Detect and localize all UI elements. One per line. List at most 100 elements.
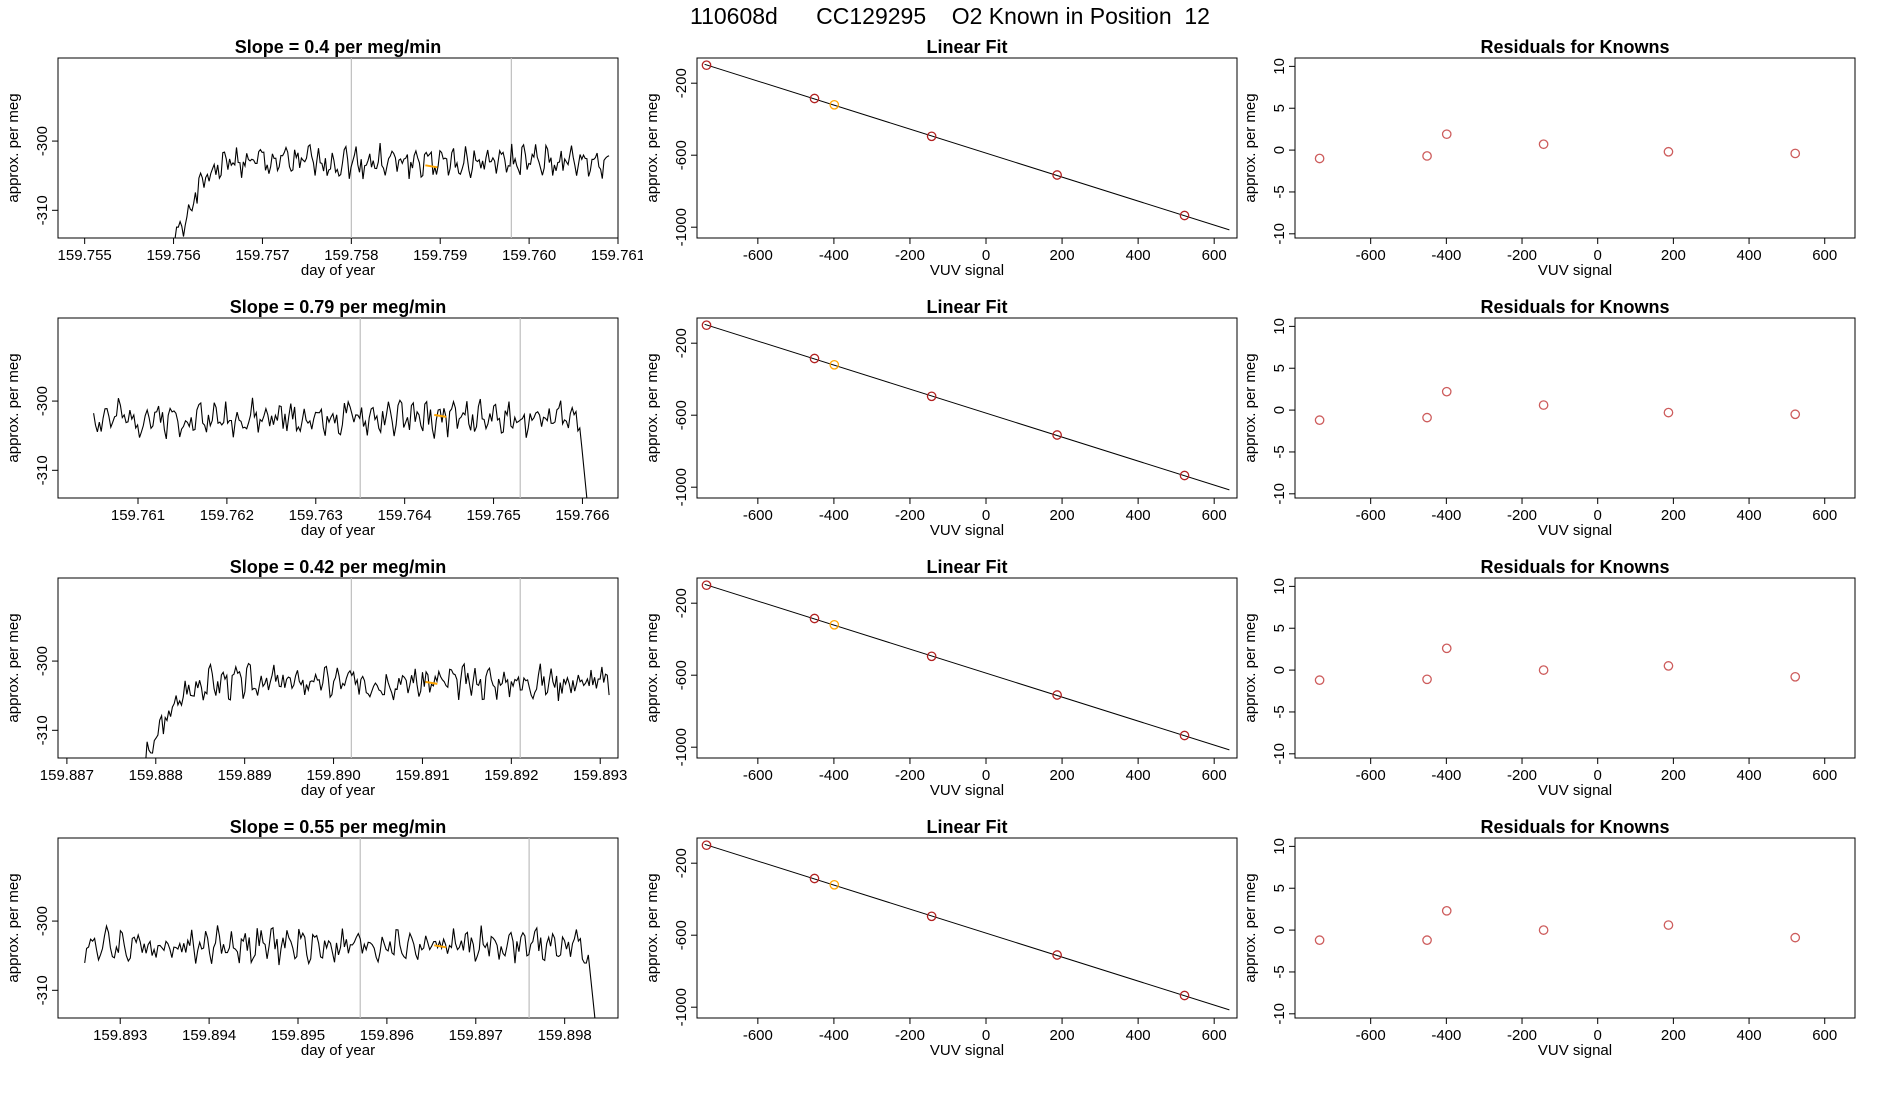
y-tick-label: 10 (1271, 578, 1288, 595)
x-tick-label: 600 (1812, 507, 1837, 524)
y-tick-label: 5 (1271, 624, 1288, 632)
data-point (809, 93, 820, 104)
y-axis-label: approx. per meg (5, 873, 22, 982)
y-tick-label: -1000 (673, 988, 690, 1026)
chart-svg-resid-2: Residuals for Knowns -600 -400 -200 0 200 400 6… (1242, 297, 1856, 539)
y-tick-label: -300 (34, 646, 51, 676)
plot-frame (57, 57, 619, 239)
y-tick-label: 10 (1271, 318, 1288, 335)
y-axis-label: approx. per meg (1242, 353, 1259, 462)
x-tick-label: 600 (1812, 247, 1837, 264)
x-tick-label: -400 (819, 767, 849, 784)
data-point (1052, 170, 1062, 180)
chart-time-4: Slope = 0.55 per meg/min 159.893 159.894 15… (0, 817, 643, 1063)
data-point (1314, 415, 1325, 425)
x-tick-label: 400 (1737, 767, 1762, 784)
y-tick-label: -600 (673, 140, 690, 170)
data-point (1790, 932, 1801, 943)
chart-title: Slope = 0.79 per meg/min (230, 298, 447, 317)
y-axis-label: approx. per meg (5, 613, 22, 722)
chart-resid-1: Residuals for Knowns -600 -400 -200 0 200 400 6… (1230, 37, 1880, 283)
y-tick-label: -10 (1271, 1003, 1288, 1025)
chart-title: Slope = 0.42 per meg/min (230, 558, 447, 577)
data-point (1314, 675, 1325, 685)
data-point (1179, 730, 1190, 741)
y-tick-label: -310 (34, 975, 51, 1005)
x-tick-label: 159.895 (271, 1027, 325, 1044)
x-tick-label: 200 (1050, 1027, 1075, 1044)
x-tick-label: -600 (1356, 507, 1386, 524)
x-tick-label: -200 (1507, 247, 1537, 264)
x-tick-label: 159.893 (573, 767, 627, 784)
data-point (1441, 905, 1452, 916)
x-tick-label: 159.760 (502, 247, 556, 264)
x-tick-label: -400 (1431, 1027, 1461, 1044)
x-tick-label: 159.897 (449, 1027, 503, 1044)
data-point (809, 353, 820, 364)
y-tick-label: -5 (1271, 185, 1288, 198)
x-axis-label: VUV signal (1538, 522, 1612, 538)
chart-time-2: Slope = 0.79 per meg/min 159.761 159.762 15… (0, 297, 643, 543)
chart-resid-3: Residuals for Knowns -600 -400 -200 0 200 400 6… (1230, 557, 1880, 803)
x-tick-label: 159.887 (40, 767, 94, 784)
x-tick-label: -400 (1431, 507, 1461, 524)
y-tick-label: -310 (34, 455, 51, 485)
data-point (1538, 925, 1549, 935)
x-tick-label: 200 (1661, 767, 1686, 784)
y-tick-label: 0 (1271, 146, 1288, 154)
x-axis-label: VUV signal (1538, 1042, 1612, 1058)
data-point (809, 613, 820, 624)
data-point (1663, 146, 1674, 157)
y-tick-label: -200 (673, 328, 690, 358)
data-point (701, 580, 712, 591)
x-tick-label: 600 (1202, 1027, 1227, 1044)
data-point (1422, 674, 1432, 685)
highlight-segment (425, 164, 438, 169)
y-tick-label: -310 (34, 195, 51, 225)
data-point (1790, 671, 1801, 682)
x-tick-label: -600 (743, 507, 773, 524)
data-point (809, 873, 820, 884)
data-point (1052, 690, 1062, 700)
x-tick-label: 159.763 (289, 507, 343, 524)
x-tick-label: 0 (1594, 1027, 1602, 1044)
x-axis-label: day of year (301, 262, 375, 278)
x-tick-label: 159.892 (484, 767, 538, 784)
data-point (926, 391, 937, 402)
x-tick-label: -600 (1356, 767, 1386, 784)
plot-frame (57, 577, 619, 759)
y-tick-label: 0 (1271, 666, 1288, 674)
y-axis-label: approx. per meg (644, 93, 661, 202)
y-tick-label: 10 (1271, 58, 1288, 75)
x-axis-label: day of year (301, 522, 375, 538)
y-tick-label: -300 (34, 386, 51, 416)
chart-fit-2: Linear Fit -600 -400 -200 0 200 400 600 VUV sign… (632, 297, 1262, 543)
y-axis-label: approx. per meg (1242, 873, 1259, 982)
data-point (1441, 129, 1452, 140)
chart-time-3: Slope = 0.42 per meg/min 159.887 159.888 15… (0, 557, 643, 803)
x-tick-label: 400 (1737, 247, 1762, 264)
fit-line (704, 843, 1230, 1011)
y-tick-label: -200 (673, 588, 690, 618)
x-tick-label: 200 (1661, 247, 1686, 264)
data-point (1422, 151, 1432, 161)
chart-title: Residuals for Knowns (1480, 818, 1669, 837)
x-tick-label: -400 (1431, 767, 1461, 784)
plot-frame (57, 317, 619, 499)
plot-frame (1294, 577, 1856, 759)
y-tick-label: -10 (1271, 743, 1288, 765)
x-tick-label: 159.896 (360, 1027, 414, 1044)
x-tick-label: 159.894 (182, 1027, 236, 1044)
x-tick-label: 159.758 (324, 247, 378, 264)
figure-title: 110608d CC129295 O2 Known in Position 12 (690, 3, 1210, 29)
plot-frame (1294, 317, 1856, 499)
data-point (1441, 643, 1452, 654)
y-tick-label: 5 (1271, 364, 1288, 372)
chart-svg-fit-2: Linear Fit -600 -400 -200 0 200 400 600 VUV sign… (644, 297, 1238, 539)
x-tick-label: 159.888 (129, 767, 183, 784)
y-tick-label: -200 (673, 848, 690, 878)
y-tick-label: -600 (673, 660, 690, 690)
highlight-segment (434, 944, 447, 949)
chart-title: Slope = 0.4 per meg/min (235, 38, 442, 57)
